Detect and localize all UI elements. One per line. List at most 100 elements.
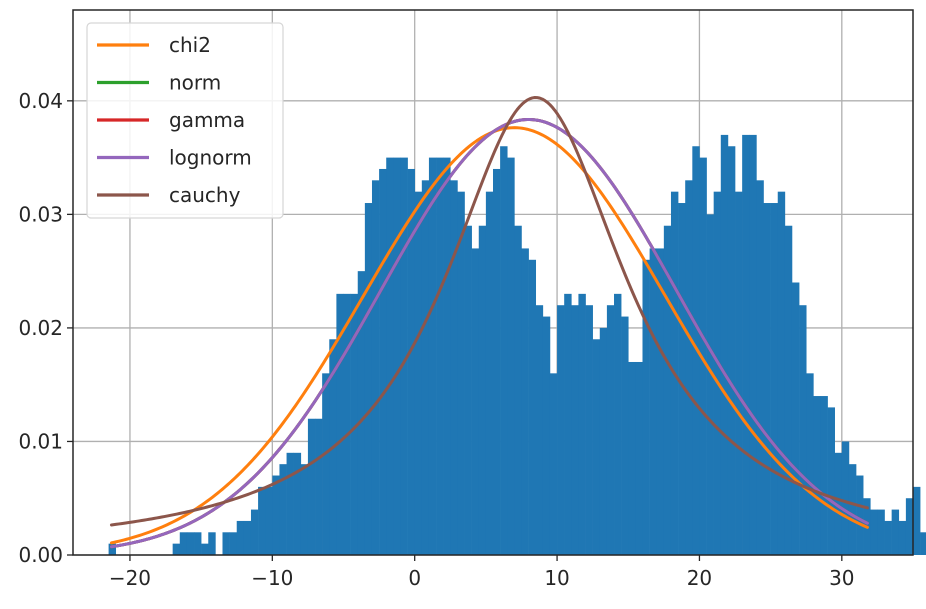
histogram-bar: [379, 168, 387, 556]
histogram-bar: [656, 248, 665, 555]
histogram-bar: [457, 191, 465, 555]
histogram-bar: [179, 532, 188, 555]
histogram-bar: [763, 203, 771, 556]
legend-label-norm: norm: [169, 71, 221, 95]
histogram-bar: [393, 157, 401, 555]
x-tick-label: 30: [829, 566, 854, 590]
legend-label-lognorm: lognorm: [169, 146, 252, 170]
histogram-bar: [549, 373, 558, 555]
histogram-bar: [208, 532, 216, 555]
y-tick-label: 0.03: [18, 202, 63, 226]
histogram-bar: [777, 191, 786, 555]
histogram-bar: [243, 520, 252, 555]
x-tick-label: 10: [544, 566, 569, 590]
histogram-bar: [258, 486, 266, 555]
histogram-bar: [371, 180, 380, 555]
histogram-bar: [286, 452, 294, 555]
histogram-bar: [194, 532, 202, 555]
histogram-bar: [571, 305, 579, 555]
histogram-bar: [913, 486, 921, 555]
histogram-bar: [614, 293, 622, 555]
histogram-bar: [621, 316, 629, 555]
histogram-bar: [464, 225, 472, 555]
histogram-bar: [720, 134, 729, 556]
histogram-bar: [834, 452, 843, 555]
histogram-bar: [386, 157, 394, 555]
y-tick-label: 0.04: [18, 89, 63, 113]
histogram-bar: [585, 305, 593, 555]
histogram-bar: [791, 282, 800, 555]
histogram-bar: [250, 509, 259, 555]
histogram-bar: [364, 203, 373, 556]
histogram-bar: [414, 191, 423, 555]
x-tick-label: 0: [408, 566, 421, 590]
histogram-bar: [642, 259, 650, 555]
histogram-bar: [471, 248, 480, 555]
legend-box: [86, 22, 284, 219]
histogram-bar: [706, 214, 714, 555]
fit-curves: [109, 96, 869, 549]
histogram-bar: [756, 180, 764, 555]
histogram-bar: [856, 475, 864, 555]
histogram-bar: [279, 464, 287, 555]
histogram-bar: [806, 373, 814, 555]
histogram-bar: [336, 293, 344, 555]
y-tick-label: 0.02: [18, 316, 63, 340]
histogram-bar: [493, 168, 501, 556]
histogram-bar: [841, 441, 850, 555]
plot-frame: [72, 9, 914, 556]
histogram-bar: [770, 203, 779, 556]
curve-cauchy: [109, 96, 869, 527]
histogram-bar: [557, 305, 565, 555]
histogram-bar: [884, 520, 892, 555]
histogram-bar: [507, 157, 515, 555]
legend: chi2 norm gamma lognorm cauchy: [86, 22, 284, 219]
histogram-bars: [108, 134, 926, 556]
x-tick-label: −10: [251, 566, 293, 590]
histogram-bar: [236, 520, 245, 555]
histogram-bar: [443, 157, 451, 555]
y-axis-ticks: 0.00 0.01 0.02 0.03 0.04: [18, 89, 73, 567]
histogram-bar: [599, 327, 608, 555]
histogram-bar: [727, 146, 736, 555]
histogram-bar: [400, 157, 408, 555]
histogram-bar: [407, 168, 415, 556]
x-tick-label: −20: [109, 566, 151, 590]
histogram-bar: [870, 509, 878, 555]
histogram-bar: [514, 225, 522, 555]
histogram-bar: [535, 305, 544, 555]
histogram-bar: [820, 396, 828, 555]
histogram-bar: [521, 248, 529, 555]
histogram-bar: [592, 339, 601, 555]
histogram-bar: [742, 134, 750, 556]
histogram-bar: [699, 157, 707, 555]
histogram-bar: [920, 532, 926, 555]
histogram-bar: [222, 532, 230, 555]
histogram-bar: [606, 305, 615, 555]
histogram-bar: [229, 532, 238, 555]
histogram-bar: [578, 293, 586, 555]
histogram-bar: [428, 157, 437, 555]
histogram-bar: [891, 509, 900, 555]
histogram-bar: [350, 293, 359, 555]
histogram-bar: [749, 134, 757, 556]
y-tick-label: 0.01: [18, 429, 63, 453]
histogram-bar: [357, 271, 366, 555]
histogram-bar: [628, 361, 636, 555]
histogram-bar: [343, 293, 351, 555]
histogram-bar: [322, 373, 330, 555]
x-tick-label: 20: [687, 566, 712, 590]
histogram-bar: [848, 464, 857, 555]
histogram-bar: [265, 486, 273, 555]
histogram-bar: [542, 316, 551, 555]
curve-lognorm: [109, 117, 869, 549]
histogram-bar: [685, 180, 693, 555]
histogram-bar: [436, 157, 444, 555]
histogram-bar: [528, 259, 537, 555]
histogram-bar: [564, 293, 572, 555]
histogram-bar: [300, 464, 309, 555]
histogram-bar: [898, 520, 907, 555]
histogram-bar: [735, 191, 743, 555]
histogram-bar: [813, 396, 821, 555]
